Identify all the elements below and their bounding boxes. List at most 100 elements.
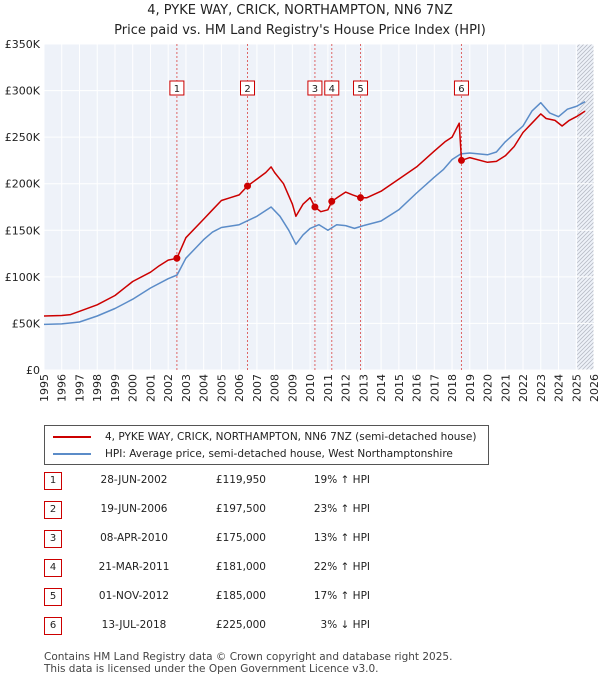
sale-marker-label-4: 4 <box>329 84 335 95</box>
legend-line-property <box>53 436 91 438</box>
sale-marker-label-2: 2 <box>244 84 250 95</box>
sale-row: 3 08-APR-2010 £175,000 13% ↑ HPI <box>44 530 384 548</box>
sale-row: 4 21-MAR-2011 £181,000 22% ↑ HPI <box>44 559 384 577</box>
sale-marker-label-5: 5 <box>357 84 363 95</box>
sale-number: 1 <box>44 472 62 490</box>
chart-title-line1: 4, PYKE WAY, CRICK, NORTHAMPTON, NN6 7NZ <box>147 3 453 18</box>
x-tick-label: 2000 <box>127 374 140 402</box>
footer-line2: This data is licensed under the Open Gov… <box>44 663 379 675</box>
x-tick-label: 2020 <box>482 374 495 402</box>
x-tick-label: 2004 <box>198 374 211 402</box>
footer: Contains HM Land Registry data © Crown c… <box>44 651 452 675</box>
legend-item-hpi: HPI: Average price, semi-detached house,… <box>53 446 453 462</box>
x-tick-label: 2012 <box>340 374 353 402</box>
legend: 4, PYKE WAY, CRICK, NORTHAMPTON, NN6 7NZ… <box>44 425 489 465</box>
sale-point-2 <box>244 182 251 190</box>
sale-date: 28-JUN-2002 <box>100 474 168 486</box>
x-tick-label: 1999 <box>109 374 122 402</box>
sale-price: £119,950 <box>215 474 266 486</box>
sale-date: 13-JUL-2018 <box>101 619 167 631</box>
plot-area <box>44 44 594 370</box>
sale-hpi-change: 13% ↑ HPI <box>313 532 370 544</box>
series-line-hpi <box>43 101 586 326</box>
x-tick-label: 2018 <box>446 374 459 402</box>
sale-row: 1 28-JUN-2002 £119,950 19% ↑ HPI <box>44 472 384 490</box>
sale-marker-label-3: 3 <box>312 84 318 95</box>
x-tick-label: 2011 <box>322 374 335 402</box>
x-tick-label: 2014 <box>375 374 388 402</box>
sale-hpi-change: 19% ↑ HPI <box>313 474 370 486</box>
legend-label-hpi: HPI: Average price, semi-detached house,… <box>105 448 453 460</box>
sale-marker-box-4 <box>324 80 340 96</box>
y-tick-label: £0 <box>26 364 40 377</box>
sale-date: 19-JUN-2006 <box>100 503 168 515</box>
y-tick-label: £350K <box>5 38 41 51</box>
sale-hpi-change: 3% ↓ HPI <box>320 619 370 631</box>
sale-hpi-change: 23% ↑ HPI <box>313 503 370 515</box>
sale-marker-box-1 <box>169 80 185 96</box>
sale-point-4 <box>328 197 336 205</box>
x-tick-label: 2006 <box>233 374 246 402</box>
sale-hpi-change: 22% ↑ HPI <box>313 561 370 573</box>
sale-hpi-change: 17% ↑ HPI <box>313 590 370 602</box>
sale-row: 6 13-JUL-2018 £225,000 3% ↓ HPI <box>44 617 384 635</box>
y-tick-label: £300K <box>5 85 41 98</box>
x-tick-label: 2001 <box>144 374 157 402</box>
x-tick-label: 2024 <box>553 374 566 402</box>
chart-title-line2: Price paid vs. HM Land Registry's House … <box>114 23 486 38</box>
sale-date: 08-APR-2010 <box>100 532 168 544</box>
x-tick-label: 2008 <box>269 374 282 402</box>
sale-number: 5 <box>44 588 62 606</box>
x-tick-label: 1996 <box>56 374 69 402</box>
sale-marker-label-1: 1 <box>174 84 180 95</box>
x-tick-label: 2025 <box>570 374 583 402</box>
sale-date: 21-MAR-2011 <box>98 561 170 573</box>
x-tick-label: 2002 <box>162 374 175 402</box>
sale-number: 3 <box>44 530 62 548</box>
sale-date: 01-NOV-2012 <box>98 590 170 602</box>
y-tick-label: £250K <box>5 131 41 144</box>
sale-point-1 <box>173 254 181 262</box>
sale-number: 6 <box>44 617 62 635</box>
legend-label-property: 4, PYKE WAY, CRICK, NORTHAMPTON, NN6 7NZ… <box>105 431 477 443</box>
x-tick-label: 1997 <box>73 374 86 402</box>
sale-marker-label-6: 6 <box>458 84 464 95</box>
sale-price: £175,000 <box>215 532 266 544</box>
x-tick-label: 2005 <box>215 374 228 402</box>
sale-point-6 <box>457 156 465 164</box>
x-tick-label: 2026 <box>588 374 600 402</box>
x-tick-label: 2007 <box>251 374 264 402</box>
sale-point-3 <box>311 203 319 211</box>
x-tick-label: 2010 <box>304 374 317 402</box>
y-tick-label: £200K <box>5 178 41 191</box>
x-tick-label: 1998 <box>91 374 104 402</box>
legend-line-hpi <box>53 453 91 455</box>
x-tick-label: 2023 <box>535 374 548 402</box>
sale-point-5 <box>357 194 365 202</box>
sale-marker-box-6 <box>453 80 469 96</box>
x-tick-label: 1995 <box>38 374 51 402</box>
sale-price: £225,000 <box>215 619 266 631</box>
x-tick-label: 2022 <box>517 374 530 402</box>
sale-marker-box-3 <box>307 80 323 96</box>
x-tick-label: 2009 <box>286 374 299 402</box>
x-tick-label: 2017 <box>428 374 441 402</box>
y-tick-label: £150K <box>5 224 41 237</box>
series-line-property <box>43 110 586 317</box>
x-tick-label: 2013 <box>357 374 370 402</box>
sale-price: £185,000 <box>215 590 266 602</box>
footer-line1: Contains HM Land Registry data © Crown c… <box>44 651 453 663</box>
x-tick-label: 2021 <box>499 374 512 402</box>
legend-item-property: 4, PYKE WAY, CRICK, NORTHAMPTON, NN6 7NZ… <box>53 429 476 445</box>
x-tick-label: 2019 <box>464 374 477 402</box>
forecast-hatch <box>577 44 594 370</box>
y-tick-label: £100K <box>5 271 41 284</box>
y-tick-label: £50K <box>12 317 41 330</box>
x-tick-label: 2015 <box>393 374 406 402</box>
x-tick-label: 2003 <box>180 374 193 402</box>
x-tick-label: 2016 <box>411 374 424 402</box>
sale-marker-box-2 <box>240 80 255 96</box>
chart: 1 2 3 4 5 6 £0 £50K £100K £150K £200K £250K £300K £35… <box>5 38 600 402</box>
sale-row: 5 01-NOV-2012 £185,000 17% ↑ HPI <box>44 588 384 606</box>
sale-price: £181,000 <box>215 561 266 573</box>
